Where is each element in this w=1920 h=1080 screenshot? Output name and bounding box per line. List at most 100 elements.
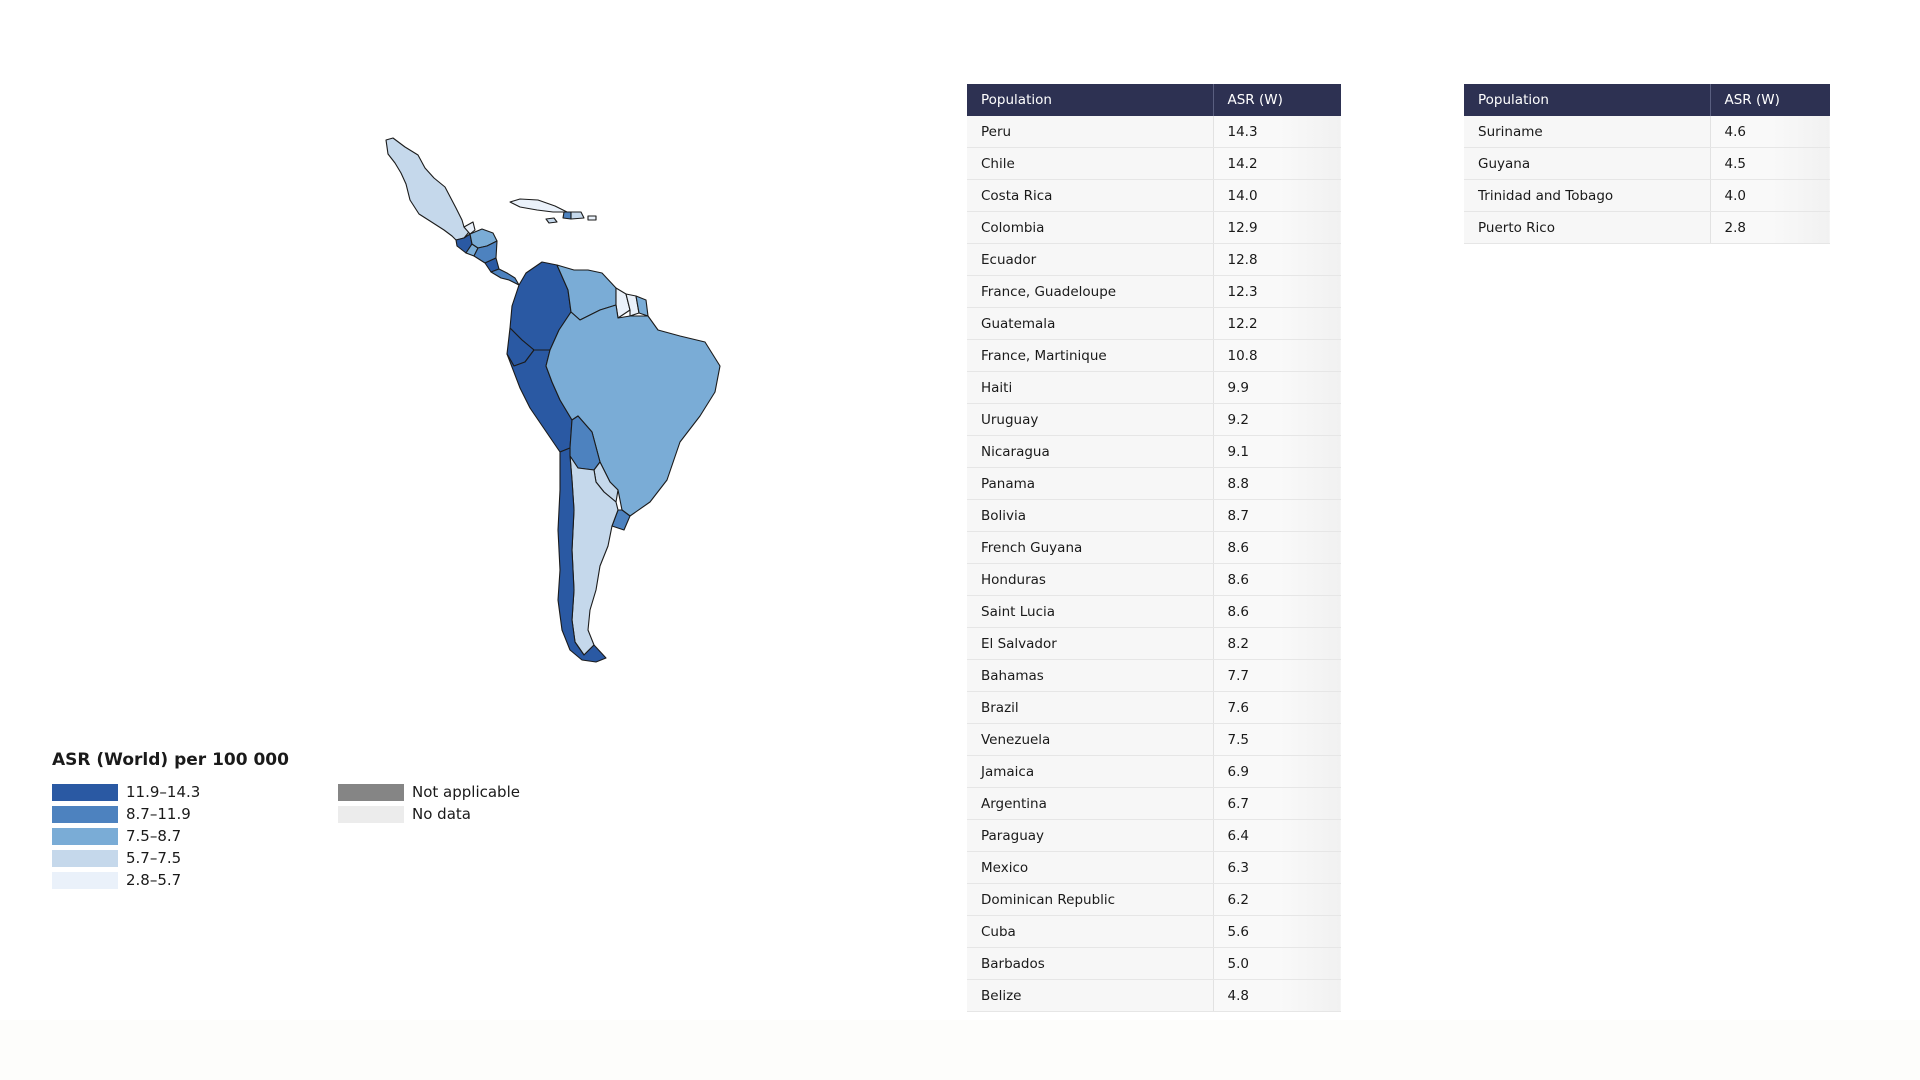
choropleth-map xyxy=(360,130,800,690)
map-region-puerto-rico[interactable] xyxy=(587,215,597,221)
population-cell: Suriname xyxy=(1464,116,1710,148)
table-row: Argentina 6.7 xyxy=(967,787,1341,820)
asr-value-cell: 14.3 xyxy=(1212,116,1341,148)
table-row: Uruguay 9.2 xyxy=(967,403,1341,436)
legend-swatch xyxy=(52,806,118,823)
population-cell: France, Guadeloupe xyxy=(967,275,1213,308)
population-cell: Guyana xyxy=(1464,147,1710,180)
population-cell: Chile xyxy=(967,147,1213,180)
legend-swatch xyxy=(338,784,404,801)
table-body: Suriname 4.6 Guyana 4.5 Trinidad and Tobago 4… xyxy=(1464,116,1830,244)
table-header-row: Population ASR (W) xyxy=(967,84,1341,116)
legend-swatch xyxy=(52,828,118,845)
map-region-chile[interactable] xyxy=(557,447,607,663)
asr-value-cell: 4.6 xyxy=(1709,116,1830,148)
column-header-population[interactable]: Population xyxy=(1464,84,1710,116)
population-cell: Trinidad and Tobago xyxy=(1464,179,1710,212)
asr-value-cell: 9.1 xyxy=(1212,435,1341,468)
population-cell: Bolivia xyxy=(967,499,1213,532)
map-svg xyxy=(385,137,721,663)
table-row: France, Martinique 10.8 xyxy=(967,339,1341,372)
asr-value-cell: 6.4 xyxy=(1212,819,1341,852)
asr-value-cell: 9.9 xyxy=(1212,371,1341,404)
asr-value-cell: 12.8 xyxy=(1212,243,1341,276)
asr-value-cell: 2.8 xyxy=(1709,211,1830,244)
table-row: Colombia 12.9 xyxy=(967,211,1341,244)
table-row: Guatemala 12.2 xyxy=(967,307,1341,340)
table-row: Paraguay 6.4 xyxy=(967,819,1341,852)
population-cell: Venezuela xyxy=(967,723,1213,756)
population-cell: Brazil xyxy=(967,691,1213,724)
legend-swatch xyxy=(52,850,118,867)
legend-label: 8.7–11.9 xyxy=(126,805,191,823)
table-row: El Salvador 8.2 xyxy=(967,627,1341,660)
table-body: Peru 14.3 Chile 14.2 Costa Rica 14.0 Colombia 1… xyxy=(967,116,1341,1012)
table-row: Trinidad and Tobago 4.0 xyxy=(1464,179,1830,212)
asr-value-cell: 12.2 xyxy=(1212,307,1341,340)
map-region-jamaica[interactable] xyxy=(545,217,558,224)
population-cell: France, Martinique xyxy=(967,339,1213,372)
asr-value-cell: 9.2 xyxy=(1212,403,1341,436)
asr-value-cell: 6.3 xyxy=(1212,851,1341,884)
population-cell: El Salvador xyxy=(967,627,1213,660)
asr-value-cell: 7.6 xyxy=(1212,691,1341,724)
map-legend: ASR (World) per 100 000 11.9–14.3 8.7–11… xyxy=(52,750,572,900)
map-region-guyana[interactable] xyxy=(615,287,631,319)
asr-value-cell: 6.7 xyxy=(1212,787,1341,820)
table-row: Venezuela 7.5 xyxy=(967,723,1341,756)
legend-label: 11.9–14.3 xyxy=(126,783,201,801)
asr-value-cell: 5.0 xyxy=(1212,947,1341,980)
legend-label: 5.7–7.5 xyxy=(126,849,182,867)
table-row: Nicaragua 9.1 xyxy=(967,435,1341,468)
population-cell: Mexico xyxy=(967,851,1213,884)
map-region-panama[interactable] xyxy=(490,268,520,286)
table-row: Panama 8.8 xyxy=(967,467,1341,500)
legend-swatch xyxy=(52,872,118,889)
population-cell: Cuba xyxy=(967,915,1213,948)
population-cell: Jamaica xyxy=(967,755,1213,788)
table-row: Barbados 5.0 xyxy=(967,947,1341,980)
table-row: Jamaica 6.9 xyxy=(967,755,1341,788)
population-cell: Panama xyxy=(967,467,1213,500)
table-row: France, Guadeloupe 12.3 xyxy=(967,275,1341,308)
population-cell: Colombia xyxy=(967,211,1213,244)
asr-value-cell: 4.0 xyxy=(1709,179,1830,212)
legend-label: Not applicable xyxy=(412,783,520,801)
asr-value-cell: 4.5 xyxy=(1709,147,1830,180)
table-row: Bolivia 8.7 xyxy=(967,499,1341,532)
table-row: Costa Rica 14.0 xyxy=(967,179,1341,212)
population-cell: Belize xyxy=(967,979,1213,1012)
map-region-belize[interactable] xyxy=(463,221,476,235)
population-cell: Dominican Republic xyxy=(967,883,1213,916)
table-row: Peru 14.3 xyxy=(967,116,1341,148)
table-row: Honduras 8.6 xyxy=(967,563,1341,596)
population-cell: Barbados xyxy=(967,947,1213,980)
asr-value-cell: 6.9 xyxy=(1212,755,1341,788)
column-header-population[interactable]: Population xyxy=(967,84,1213,116)
table-row: Suriname 4.6 xyxy=(1464,116,1830,148)
map-region-haiti[interactable] xyxy=(562,211,572,220)
asr-table-side: Population ASR (W) Suriname 4.6 Guyana 4.5 T… xyxy=(1464,84,1830,244)
population-cell: Costa Rica xyxy=(967,179,1213,212)
map-region-dominican-republic[interactable] xyxy=(570,211,585,220)
asr-value-cell: 8.6 xyxy=(1212,563,1341,596)
table-row: Puerto Rico 2.8 xyxy=(1464,211,1830,244)
page-footer-strip xyxy=(0,1020,1920,1080)
table-row: Haiti 9.9 xyxy=(967,371,1341,404)
asr-value-cell: 5.6 xyxy=(1212,915,1341,948)
column-header-asr[interactable]: ASR (W) xyxy=(1212,84,1341,116)
map-region-mexico[interactable] xyxy=(385,137,470,241)
map-region-cuba[interactable] xyxy=(509,198,568,213)
map-region-brazil[interactable] xyxy=(545,304,721,517)
asr-value-cell: 10.8 xyxy=(1212,339,1341,372)
map-region-suriname[interactable] xyxy=(625,293,640,317)
table-row: French Guyana 8.6 xyxy=(967,531,1341,564)
legend-label: 7.5–8.7 xyxy=(126,827,182,845)
asr-table-main: Population ASR (W) Peru 14.3 Chile 14.2 Cost… xyxy=(967,84,1341,1012)
column-header-asr[interactable]: ASR (W) xyxy=(1709,84,1830,116)
asr-value-cell: 12.9 xyxy=(1212,211,1341,244)
asr-value-cell: 14.0 xyxy=(1212,179,1341,212)
table-row: Cuba 5.6 xyxy=(967,915,1341,948)
table-row: Mexico 6.3 xyxy=(967,851,1341,884)
table-row: Bahamas 7.7 xyxy=(967,659,1341,692)
